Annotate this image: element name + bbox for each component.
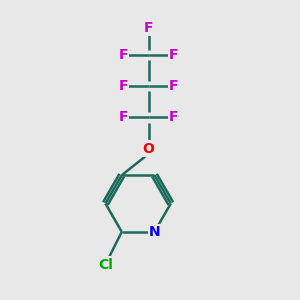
Text: Cl: Cl	[98, 257, 113, 272]
Text: F: F	[118, 48, 128, 62]
Text: O: O	[142, 142, 154, 155]
Text: F: F	[118, 110, 128, 124]
Text: F: F	[144, 21, 153, 35]
Text: F: F	[169, 110, 178, 124]
Text: F: F	[118, 79, 128, 93]
Text: F: F	[169, 79, 178, 93]
Text: N: N	[148, 225, 160, 239]
Text: F: F	[169, 48, 178, 62]
